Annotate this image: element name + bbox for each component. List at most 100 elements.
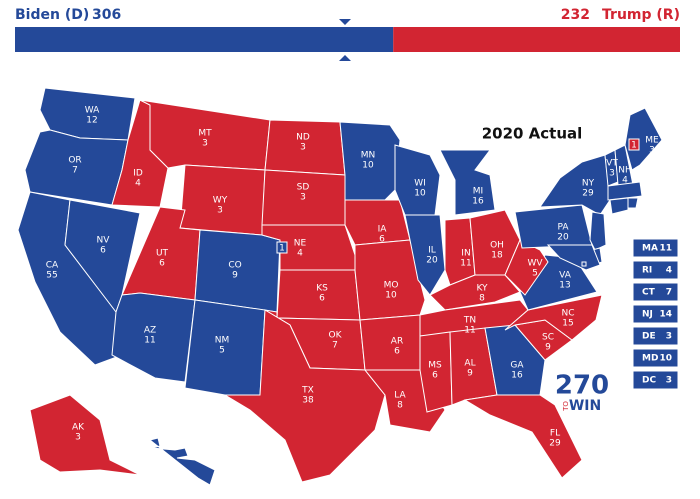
right-label: Trump (R)	[602, 7, 680, 23]
logo-to: TO	[562, 401, 570, 412]
state-ev: 9	[545, 343, 551, 353]
state-ev: 6	[159, 259, 165, 269]
left-bar	[15, 27, 394, 52]
state-ev: 7	[332, 341, 338, 351]
state-ev: 9	[467, 369, 473, 379]
callout-box	[632, 282, 679, 302]
state-abbr: MT	[198, 129, 212, 139]
state-abbr: NY	[582, 179, 595, 189]
state-abbr: MI	[473, 187, 483, 197]
state-abbr: SC	[542, 333, 554, 343]
state-ev: 10	[414, 189, 426, 199]
state-ev: 10	[362, 161, 374, 171]
split-ev: 1	[631, 141, 637, 151]
state-ev: 5	[532, 269, 538, 279]
callout-box	[632, 326, 679, 346]
state-ev: 7	[666, 288, 672, 298]
callout-box	[632, 304, 679, 324]
state-ev: 38	[302, 396, 314, 406]
state-ev: 6	[100, 246, 106, 256]
state-abbr: PA	[557, 223, 569, 233]
state-abbr: OK	[329, 331, 343, 341]
state-abbr: KY	[476, 284, 488, 294]
state-abbr: UT	[156, 249, 169, 259]
state-ev: 3	[666, 332, 672, 342]
state-abbr: ND	[296, 133, 310, 143]
state-ev: 6	[319, 294, 325, 304]
state-ev: 14	[659, 310, 672, 320]
state	[194, 229, 281, 313]
state-ev: 10	[659, 354, 672, 364]
right-bar	[393, 27, 680, 52]
state-abbr: AR	[391, 337, 403, 347]
state-ev: 29	[549, 439, 561, 449]
state-abbr: NC	[561, 309, 574, 319]
state-ev: 11	[659, 244, 672, 254]
state-abbr: WA	[85, 106, 100, 116]
state	[514, 204, 593, 249]
state-abbr: OR	[68, 156, 81, 166]
state-abbr: HI	[205, 446, 214, 456]
map-title: 2020 Actual	[482, 125, 583, 143]
state-ev: 16	[472, 197, 484, 207]
state-abbr: IA	[378, 225, 388, 235]
state-ev: 4	[622, 176, 628, 186]
state-ev: 9	[232, 271, 238, 281]
state	[344, 199, 411, 246]
state-abbr: RI	[642, 266, 652, 276]
state-abbr: AK	[72, 423, 85, 433]
state-ev: 5	[219, 346, 225, 356]
state-ev: 18	[491, 251, 503, 261]
state-ev: 3	[666, 376, 672, 386]
state-abbr: IL	[428, 246, 436, 256]
state-abbr: VA	[559, 271, 572, 281]
state-abbr: TN	[463, 316, 476, 326]
state-abbr: ID	[133, 169, 143, 179]
state-abbr: IN	[461, 249, 470, 259]
state	[589, 211, 607, 251]
state-ev: 10	[385, 291, 397, 301]
state-abbr: MS	[428, 361, 442, 371]
state	[607, 181, 643, 201]
state-abbr: MN	[361, 151, 376, 161]
left-label: Biden (D)	[15, 7, 89, 23]
state	[439, 149, 496, 216]
state-abbr: NV	[97, 236, 111, 246]
state-ev: 4	[135, 179, 141, 189]
state	[609, 197, 629, 215]
state	[624, 107, 663, 171]
state-abbr: NE	[294, 239, 307, 249]
state-ev: 6	[432, 371, 438, 381]
state-abbr: NJ	[642, 310, 653, 320]
logo-number: 270	[555, 371, 609, 401]
split-box	[628, 138, 640, 151]
state	[504, 239, 549, 296]
state-abbr: VT	[606, 159, 618, 169]
split-box	[276, 241, 288, 254]
state-abbr: MD	[642, 354, 658, 364]
state-ev: 3	[609, 169, 615, 179]
state-abbr: SD	[297, 183, 310, 193]
state-ev: 6	[379, 235, 385, 245]
logo: 270 TO WIN	[555, 371, 609, 415]
state-abbr: WY	[213, 196, 228, 206]
state	[184, 299, 266, 396]
state-abbr: TX	[301, 386, 314, 396]
state-ev: 4	[666, 266, 672, 276]
midpoint-marker	[339, 55, 351, 61]
state-abbr: WV	[527, 259, 543, 269]
split-ev: 1	[279, 244, 285, 254]
state-ev: 3	[217, 206, 223, 216]
state-ev: 6	[394, 347, 400, 357]
state-abbr: DE	[642, 332, 656, 342]
logo-win: WIN	[569, 398, 601, 414]
state-abbr: CT	[642, 288, 656, 298]
state-ev: 29	[582, 189, 594, 199]
state-ev: 11	[460, 259, 471, 269]
state-abbr: ME	[645, 136, 659, 146]
state-ev: 8	[397, 401, 403, 411]
callout-box	[632, 348, 679, 368]
state	[504, 294, 603, 341]
state-abbr: WI	[414, 179, 426, 189]
state-ev: 3	[202, 139, 208, 149]
